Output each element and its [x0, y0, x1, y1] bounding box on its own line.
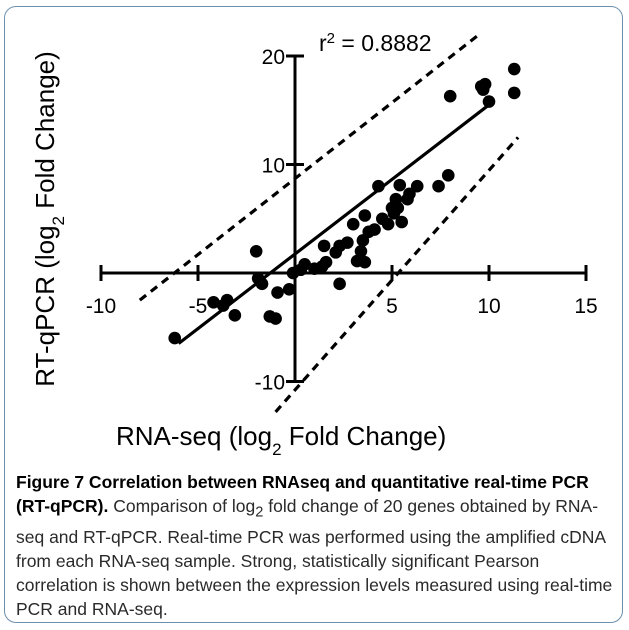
scatter-chart: -10 -5 5 10 15 -10 10 20 r2 = 0.8882 RNA-seq (l… [30, 30, 598, 459]
lower-band-line [274, 136, 520, 413]
data-point [507, 62, 521, 76]
x-tick-label: -5 [189, 295, 208, 318]
data-point [410, 179, 424, 193]
x-tick-label: 15 [574, 295, 597, 318]
data-point [220, 293, 234, 307]
data-point [393, 178, 407, 192]
upper-band-line [138, 33, 481, 302]
band-layer [138, 33, 520, 413]
caption-subscript: 2 [255, 504, 264, 521]
data-point [346, 217, 360, 231]
data-point [249, 245, 263, 258]
y-axis-label: RT-qPCR (log2 Fold Change) [30, 51, 68, 387]
caption-title: Figure 7 Correlation between RNAseq and … [16, 472, 589, 516]
data-point [333, 277, 346, 291]
data-point [368, 223, 381, 236]
tick-labels: -10 -5 5 10 15 -10 10 20 [86, 46, 598, 395]
data-point [482, 95, 496, 108]
data-point [341, 236, 354, 249]
data-point [391, 201, 405, 215]
data-point [381, 217, 395, 231]
axes [99, 54, 588, 383]
data-point [298, 258, 312, 271]
data-point [168, 331, 182, 345]
data-point [403, 187, 416, 201]
caption-body-start: Comparison of log [108, 496, 256, 516]
x-tick-label: 5 [386, 295, 398, 318]
figure-frame [4, 6, 623, 623]
data-point [319, 255, 333, 269]
data-point [441, 169, 455, 182]
data-point [358, 255, 372, 269]
data-point [478, 77, 492, 91]
x-tick-label: 10 [477, 295, 500, 318]
data-point [255, 277, 269, 291]
data-point [228, 309, 242, 322]
data-point [271, 286, 284, 299]
y-tick-label: 20 [262, 46, 285, 69]
data-point [395, 215, 409, 229]
data-point [207, 295, 220, 309]
x-tick-label: -10 [86, 295, 116, 318]
figure-caption: Figure 7 Correlation between RNAseq and … [16, 470, 614, 621]
data-point [443, 89, 457, 103]
data-point [358, 209, 372, 222]
caption-body-end: fold change of 20 genes obtained by RNA-… [16, 496, 613, 619]
data-point [269, 312, 282, 325]
data-point [317, 239, 331, 253]
points-layer [168, 62, 521, 345]
y-tick-label: 10 [262, 155, 285, 178]
data-point [282, 282, 296, 296]
data-point [507, 86, 521, 100]
data-point [432, 179, 445, 193]
x-axis-label: RNA-seq (log2 Fold Change) [116, 421, 446, 459]
data-point [354, 245, 368, 258]
r-squared-annotation: r2 = 0.8882 [319, 30, 432, 57]
y-tick-label: -10 [255, 372, 285, 395]
data-point [372, 179, 385, 193]
